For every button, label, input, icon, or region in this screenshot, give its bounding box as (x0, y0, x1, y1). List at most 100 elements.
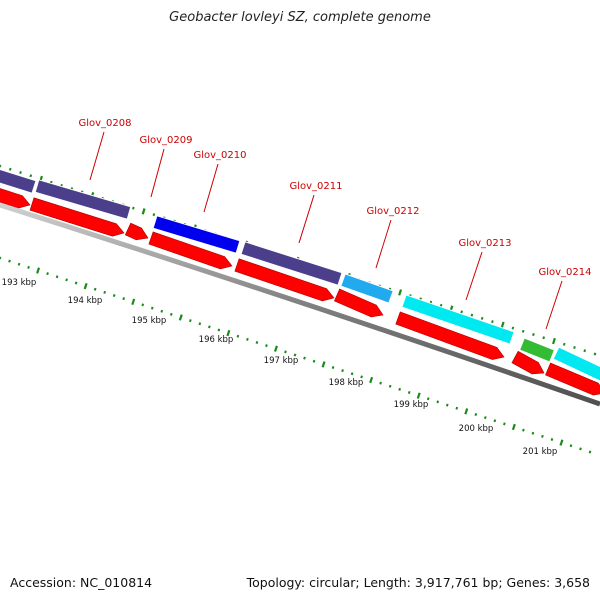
inner-tick (426, 397, 430, 401)
gene-leader-line (465, 251, 483, 301)
cds-arrow (148, 231, 233, 270)
scale-label: 201 kbp (523, 447, 558, 457)
inner-tick (198, 322, 202, 326)
inner-tick (122, 297, 126, 301)
inner-tick-ring (0, 256, 592, 454)
scale-label: 195 kbp (132, 316, 167, 326)
cds-arrow (545, 362, 600, 396)
inner-tick (398, 387, 402, 391)
inner-tick (588, 450, 592, 454)
inner-tick (27, 265, 30, 269)
outer-tick (500, 321, 505, 329)
inner-tick (188, 319, 192, 323)
gene-leader-line (89, 131, 105, 181)
scale-label: 196 kbp (199, 335, 234, 345)
inner-tick (550, 437, 554, 441)
scale-label: 200 kbp (459, 424, 494, 434)
inner-tick (93, 287, 97, 291)
outer-tick (542, 336, 546, 340)
inner-tick (474, 412, 478, 416)
gene-label: Glov_0210 (193, 150, 246, 161)
inner-tick (303, 356, 306, 360)
genome-backbone (0, 202, 600, 407)
gene-leader-line (298, 194, 315, 244)
cds-feature-ring (0, 188, 600, 396)
inner-tick (160, 309, 164, 313)
outer-tick (562, 342, 566, 346)
outer-tick (132, 206, 135, 210)
inner-tick (559, 439, 564, 446)
cds-arrow (334, 288, 384, 318)
inner-tick (150, 306, 154, 310)
inner-tick (246, 337, 249, 341)
outer-tick (8, 167, 12, 171)
inner-tick (265, 344, 268, 348)
inner-tick (445, 403, 449, 407)
cds-arrow (511, 350, 545, 375)
outer-tick (470, 313, 474, 317)
scale-label: 197 kbp (264, 356, 299, 366)
inner-tick (83, 282, 88, 290)
inner-tick (74, 281, 78, 285)
inner-tick (141, 303, 145, 307)
cog-block (340, 273, 394, 304)
inner-tick (273, 345, 278, 352)
inner-tick (341, 369, 344, 373)
outer-tick (29, 174, 33, 178)
cog-block (0, 168, 37, 194)
inner-tick (8, 259, 11, 263)
cog-feature-ring (0, 168, 600, 382)
inner-tick (36, 267, 41, 274)
scale-label: 193 kbp (2, 278, 37, 288)
gene-label: Glov_0208 (78, 118, 131, 129)
cds-arrow (29, 197, 125, 237)
outer-tick (439, 303, 443, 307)
inner-tick (293, 353, 297, 357)
outer-tick (152, 213, 156, 217)
inner-tick (579, 447, 582, 451)
outer-tick (398, 289, 403, 296)
gene-label: Glov_0209 (139, 135, 192, 146)
cog-block (240, 241, 343, 286)
gene-label: Glov_0213 (458, 238, 511, 249)
outer-tick (552, 337, 556, 345)
inner-tick (331, 366, 335, 370)
inner-tick (169, 312, 173, 316)
inner-tick (350, 372, 354, 376)
scale-label: 198 kbp (329, 378, 364, 388)
cog-block (518, 337, 556, 363)
inner-tick (360, 375, 363, 379)
gene-leader-line (150, 148, 165, 198)
inner-tick (236, 334, 240, 338)
inner-tick (46, 272, 49, 276)
cds-arrow (0, 188, 31, 209)
topology-summary-text: Topology: circular; Length: 3,917,761 bp… (246, 575, 590, 590)
outer-tick (19, 170, 22, 174)
outer-tick (573, 346, 576, 350)
outer-tick (511, 326, 515, 330)
inner-tick (455, 406, 459, 410)
inner-tick (388, 384, 392, 388)
outer-tick (460, 310, 463, 314)
outer-tick (480, 316, 484, 320)
gene-leader-line (203, 163, 219, 213)
inner-tick (483, 416, 487, 420)
cog-block (552, 346, 600, 382)
inner-tick (569, 444, 573, 448)
map-title: Geobacter lovleyi SZ, complete genome (169, 10, 431, 25)
inner-tick (65, 278, 68, 282)
cog-block (152, 215, 241, 254)
cds-arrow (124, 222, 149, 241)
inner-tick (255, 340, 259, 344)
inner-tick (522, 428, 525, 432)
inner-tick (321, 361, 326, 368)
inner-tick (436, 400, 440, 404)
inner-tick (541, 434, 544, 438)
inner-tick (531, 431, 535, 435)
outer-tick (491, 320, 494, 324)
inner-tick (416, 392, 421, 399)
inner-tick (511, 423, 516, 431)
backbone-line (0, 202, 600, 407)
cds-arrow (395, 311, 505, 360)
inner-tick (226, 329, 231, 337)
